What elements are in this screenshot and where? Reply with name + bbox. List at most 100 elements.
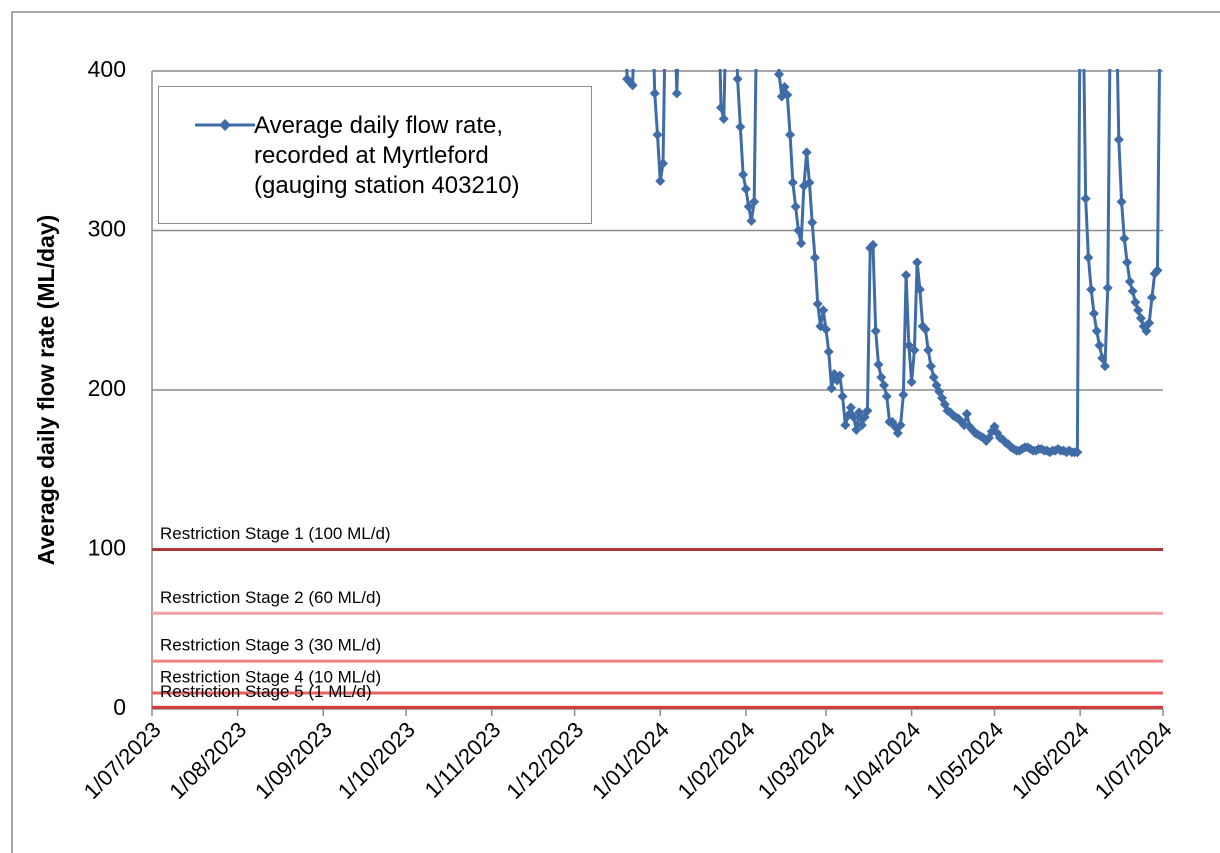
data-point [961,408,972,419]
data-point [774,69,785,80]
data-point [840,420,851,431]
threshold-label: Restriction Stage 5 (1 ML/d) [160,682,372,701]
data-point [912,257,923,268]
x-tick-label: 1/07/2023 [79,717,166,804]
x-tick-label: 1/08/2023 [164,717,251,804]
data-point [1080,193,1091,204]
x-tick-label: 1/10/2023 [333,717,420,804]
x-tick-label: 1/09/2023 [250,717,337,804]
data-point [779,81,790,92]
data-point [848,412,859,423]
y-tick-label: 400 [88,56,126,82]
y-tick-label: 300 [88,216,126,242]
data-point [1122,257,1133,268]
data-point [1113,134,1124,145]
data-point [1152,265,1163,276]
x-tick-label: 1/05/2024 [921,717,1008,804]
data-point [801,147,812,158]
data-point [892,428,903,439]
series-line [625,69,1161,454]
data-point [782,89,793,100]
data-point [1146,292,1157,303]
data-point [1127,286,1138,297]
data-point [790,201,801,212]
data-point [1072,447,1083,458]
threshold-label: Restriction Stage 1 (100 ML/d) [160,524,391,543]
data-point [879,380,890,391]
data-point [909,345,920,356]
data-point [1083,252,1094,263]
data-point [1086,284,1097,295]
data-point [895,420,906,431]
legend: Average daily flow rate, recorded at Myr… [158,86,592,224]
y-tick-label: 0 [113,694,126,720]
legend-swatch [195,119,255,131]
data-point [652,129,663,140]
data-point [1094,340,1105,351]
data-point [1144,318,1155,329]
data-point [1141,325,1152,336]
data-point [1116,196,1127,207]
data-point [796,238,807,249]
data-point [1091,325,1102,336]
data-point [818,305,829,316]
data-point [738,169,749,180]
data-point [821,324,831,335]
x-tick-label: 1/11/2023 [420,717,506,803]
data-point [740,184,751,195]
data-point [928,372,939,383]
data-point [873,359,884,370]
data-point [901,270,912,281]
data-point [834,370,845,381]
data-point [716,102,727,113]
data-point [898,389,909,400]
series [622,69,1163,458]
x-tick-label: 1/06/2024 [1007,717,1094,804]
y-axis-title: Average daily flow rate (ML/day) [33,215,59,566]
data-point [845,402,856,413]
threshold-label: Restriction Stage 3 (30 ML/d) [160,636,381,655]
data-point [718,113,729,124]
legend-label: Average daily flow rate, recorded at Myr… [254,112,520,199]
data-point [856,420,867,431]
data-point [823,346,834,357]
x-tick-label: 1/07/2024 [1090,717,1177,804]
data-point [870,325,881,336]
data-point [1124,276,1135,287]
chart-border [11,11,1220,853]
data-point [854,407,865,418]
data-point [867,239,878,250]
legend-marker [219,119,231,131]
data-point [906,377,917,388]
x-tick-label: 1/03/2024 [753,717,840,804]
data-point [732,73,743,84]
data-point [735,121,746,132]
data-point [923,345,934,356]
data-point [793,225,804,236]
data-point [649,88,660,99]
data-point [804,177,815,188]
data-point [876,372,887,383]
data-point [920,324,931,335]
threshold-label: Restriction Stage 4 (10 ML/d) [160,668,381,687]
data-point [837,391,848,402]
data-point [655,176,666,187]
data-point [809,252,820,263]
x-tick-label: 1/02/2024 [673,717,760,804]
data-point [881,391,892,402]
data-point [1135,313,1146,324]
data-point [1088,308,1099,319]
data-point [826,383,837,394]
data-point [812,298,823,309]
data-point [743,201,754,212]
data-point [1099,361,1110,372]
data-point [925,361,936,372]
data-point [914,284,925,295]
data-point [671,88,682,99]
data-point [749,196,760,207]
data-point [746,215,757,226]
data-point [787,177,798,188]
threshold-label: Restriction Stage 2 (60 ML/d) [160,588,381,607]
